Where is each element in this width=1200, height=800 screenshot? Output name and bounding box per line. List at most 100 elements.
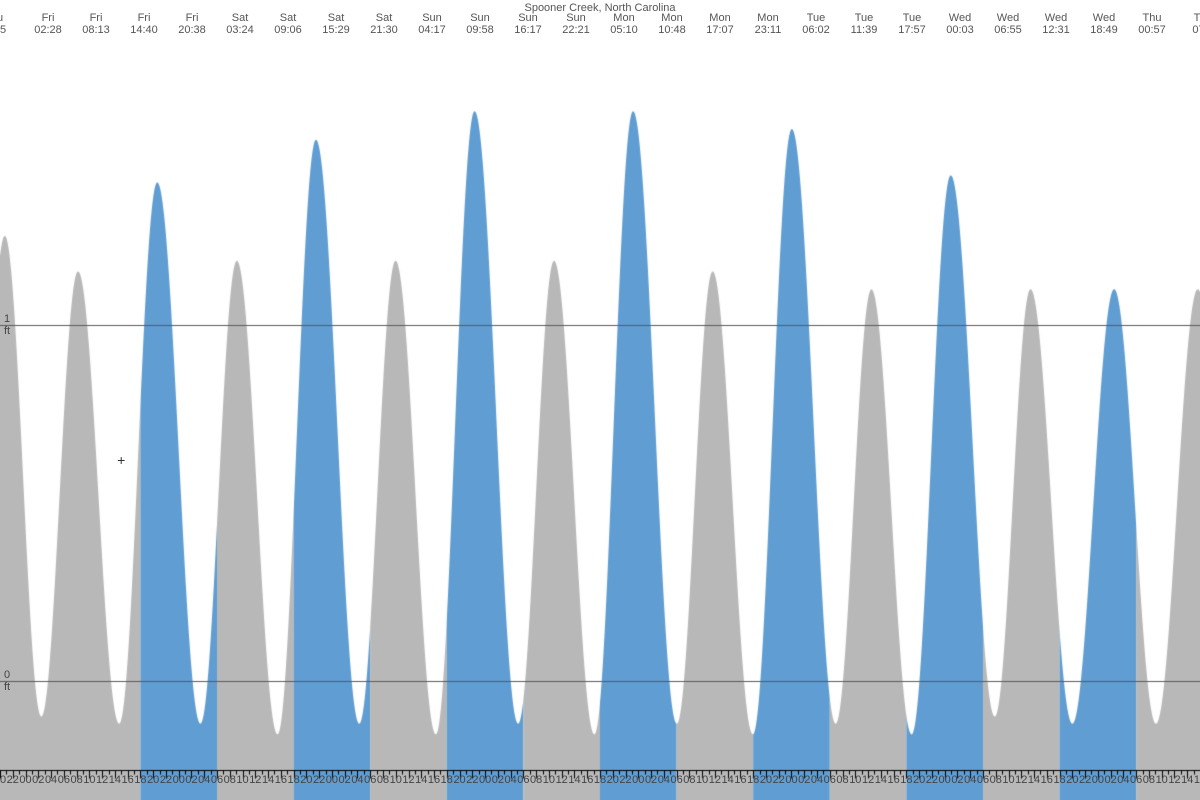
top-label: Sun22:21 (553, 12, 599, 36)
top-label: Mon05:10 (601, 12, 647, 36)
bottom-hour-label: 02 (1105, 774, 1117, 786)
bottom-hour-label: 02 (798, 774, 810, 786)
top-label: Sat21:30 (361, 12, 407, 36)
bottom-hour-label: 14 (568, 774, 580, 786)
bottom-hour-label: 00 (939, 774, 951, 786)
bottom-hour-label: 20 (1066, 774, 1078, 786)
top-label: Wed18:49 (1081, 12, 1127, 36)
bottom-hour-label: 04 (45, 774, 57, 786)
bottom-hour-label: 00 (785, 774, 797, 786)
top-label: Sat09:06 (265, 12, 311, 36)
bottom-hour-label: 14 (875, 774, 887, 786)
bottom-hour-label: 22 (466, 774, 478, 786)
bottom-hour-label: 20 (453, 774, 465, 786)
bottom-hour-label: 16 (734, 774, 746, 786)
bottom-hour-label: 22 (1079, 774, 1091, 786)
bottom-hour-label: 10 (849, 774, 861, 786)
bottom-hour-label: 10 (83, 774, 95, 786)
top-label: Fri02:28 (25, 12, 71, 36)
top-label: Fri14:40 (121, 12, 167, 36)
bottom-hour-label: 20 (147, 774, 159, 786)
bottom-hour-label: 02 (32, 774, 44, 786)
bottom-hour-label: 10 (1156, 774, 1168, 786)
bottom-hour-label: 18 (134, 774, 146, 786)
top-label: Tue11:39 (841, 12, 887, 36)
bottom-hour-label: 08 (224, 774, 236, 786)
bottom-hour-label: 16 (887, 774, 899, 786)
top-label: Fri08:13 (73, 12, 119, 36)
bottom-hour-label: 12 (1168, 774, 1180, 786)
bottom-hour-label: 14 (109, 774, 121, 786)
bottom-hour-label: 04 (811, 774, 823, 786)
y-axis-label: 0 ft (4, 669, 10, 693)
bottom-hour-label: 10 (696, 774, 708, 786)
bottom-hour-label: 18 (900, 774, 912, 786)
bottom-hour-label: 06 (670, 774, 682, 786)
bottom-hour-label: 02 (645, 774, 657, 786)
bottom-hour-label: 16 (1041, 774, 1053, 786)
bottom-hour-label: 02 (951, 774, 963, 786)
bottom-hour-label: 20 (0, 774, 6, 786)
top-label: Th07: (1177, 12, 1200, 36)
bottom-hour-label: 06 (977, 774, 989, 786)
bottom-hour-label: 12 (709, 774, 721, 786)
bottom-hour-label: 10 (390, 774, 402, 786)
bottom-hour-label: 08 (530, 774, 542, 786)
bottom-hour-label: 20 (760, 774, 772, 786)
bottom-hour-label: 12 (556, 774, 568, 786)
bottom-axis-labels: 2022000204060810121416182022000204060810… (0, 784, 1200, 800)
bottom-hour-label: 00 (173, 774, 185, 786)
y-axis-label: 1 ft (4, 313, 10, 337)
bottom-hour-label: 18 (1053, 774, 1065, 786)
tide-chart (0, 0, 1200, 800)
bottom-hour-label: 22 (160, 774, 172, 786)
bottom-hour-label: 04 (198, 774, 210, 786)
bottom-hour-label: 08 (990, 774, 1002, 786)
top-label: Sun04:17 (409, 12, 455, 36)
bottom-hour-label: 02 (185, 774, 197, 786)
bottom-hour-label: 00 (479, 774, 491, 786)
bottom-hour-label: 00 (632, 774, 644, 786)
bottom-hour-label: 16 (122, 774, 134, 786)
top-label: Mon23:11 (745, 12, 791, 36)
bottom-hour-label: 04 (658, 774, 670, 786)
bottom-hour-label: 06 (211, 774, 223, 786)
top-label: Sun16:17 (505, 12, 551, 36)
bottom-hour-label: 00 (1092, 774, 1104, 786)
bottom-hour-label: 06 (1130, 774, 1142, 786)
bottom-hour-label: 22 (313, 774, 325, 786)
top-label: Mon10:48 (649, 12, 695, 36)
bottom-hour-label: 16 (1194, 774, 1200, 786)
bottom-hour-label: 20 (300, 774, 312, 786)
bottom-hour-label: 18 (747, 774, 759, 786)
bottom-hour-label: 12 (1015, 774, 1027, 786)
top-label: u45 (0, 12, 23, 36)
bottom-hour-label: 22 (773, 774, 785, 786)
bottom-hour-label: 08 (1143, 774, 1155, 786)
bottom-hour-label: 08 (836, 774, 848, 786)
bottom-hour-label: 04 (1117, 774, 1129, 786)
bottom-hour-label: 12 (96, 774, 108, 786)
top-label: Wed12:31 (1033, 12, 1079, 36)
top-axis-labels: u45Fri02:28Fri08:13Fri14:40Fri20:38Sat03… (0, 12, 1200, 40)
top-label: Tue06:02 (793, 12, 839, 36)
crosshair-mark: + (117, 452, 125, 468)
bottom-hour-label: 18 (441, 774, 453, 786)
top-label: Sun09:58 (457, 12, 503, 36)
bottom-hour-label: 08 (683, 774, 695, 786)
bottom-hour-label: 14 (1028, 774, 1040, 786)
bottom-hour-label: 14 (415, 774, 427, 786)
bottom-hour-label: 14 (722, 774, 734, 786)
bottom-hour-label: 12 (862, 774, 874, 786)
bottom-hour-label: 18 (287, 774, 299, 786)
bottom-hour-label: 04 (964, 774, 976, 786)
bottom-hour-label: 08 (70, 774, 82, 786)
top-label: Tue17:57 (889, 12, 935, 36)
bottom-hour-label: 06 (364, 774, 376, 786)
bottom-hour-label: 16 (581, 774, 593, 786)
bottom-hour-label: 12 (249, 774, 261, 786)
bottom-hour-label: 18 (594, 774, 606, 786)
bottom-hour-label: 16 (275, 774, 287, 786)
bottom-hour-label: 22 (7, 774, 19, 786)
top-label: Mon17:07 (697, 12, 743, 36)
